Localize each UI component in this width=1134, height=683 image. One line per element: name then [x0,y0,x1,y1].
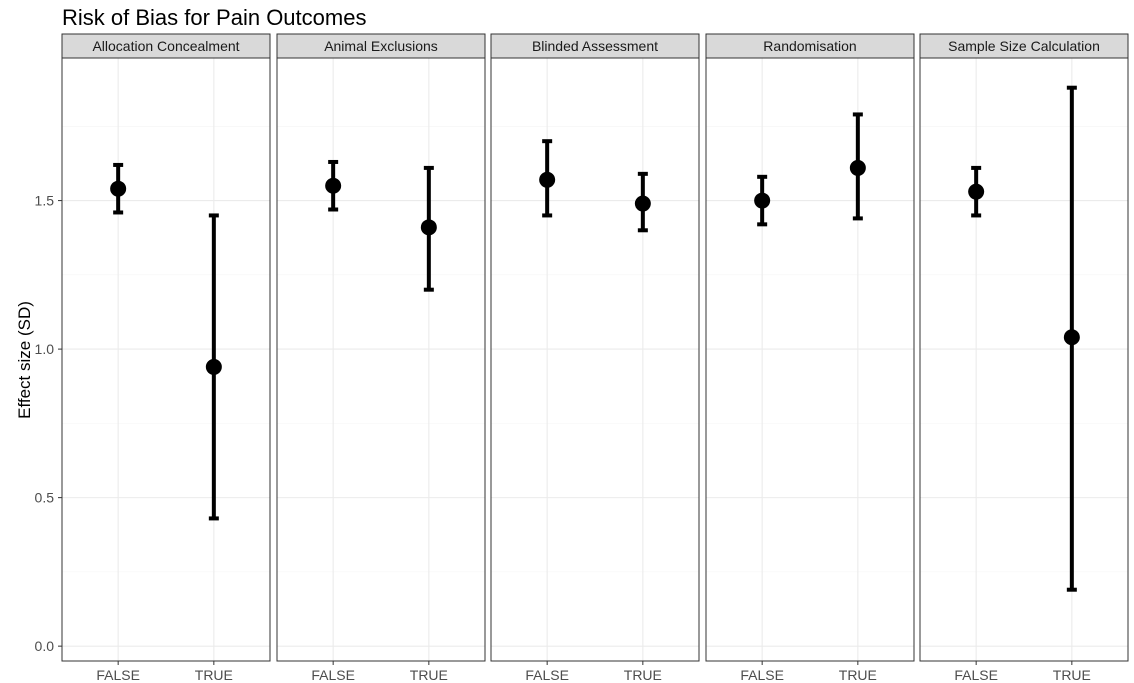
data-point [1063,329,1080,346]
data-point [539,171,556,188]
data-point [849,159,866,176]
data-point [634,195,651,212]
data-point [968,183,985,200]
x-tick-label: FALSE [740,667,784,683]
facet-strip [919,33,1129,59]
y-tick-label: 1.5 [35,193,55,209]
x-tick-label: FALSE [525,667,569,683]
facet-strip-label: Sample Size Calculation [948,38,1100,54]
facet-strip [276,33,486,59]
facet-panel: Blinded Assessment FALSE TRUE [490,33,700,683]
data-point [110,180,127,197]
panel-background [62,58,270,661]
facet-strip [705,33,915,59]
x-tick-label: TRUE [410,667,448,683]
panel-background [920,58,1128,661]
x-tick-label: TRUE [195,667,233,683]
x-tick-label: TRUE [624,667,662,683]
data-point [754,192,771,209]
facet-panel: Randomisation FALSE TRUE [705,33,915,683]
x-tick-label: TRUE [839,667,877,683]
chart-title: Risk of Bias for Pain Outcomes [62,5,366,30]
y-tick-label: 0.0 [35,638,55,654]
y-tick-label: 1.0 [35,341,55,357]
panel-background [277,58,485,661]
panel-background [491,58,699,661]
x-tick-label: FALSE [311,667,355,683]
data-point [205,358,222,375]
facet-strip [490,33,700,59]
facet-panel: Sample Size Calculation FALSE TRUE [919,33,1129,683]
facet-strip-label: Randomisation [763,38,856,54]
facet-panel: Allocation Concealment FALSE TRUE [61,33,271,683]
data-point [420,219,437,236]
facet-strip-label: Blinded Assessment [532,38,658,54]
panel-background [706,58,914,661]
facet-panel: Animal Exclusions FALSE TRUE [276,33,486,683]
x-tick-label: TRUE [1053,667,1091,683]
y-axis: 0.0 0.5 1.0 1.5 [35,193,62,654]
data-point [325,177,342,194]
y-tick-label: 0.5 [35,490,55,506]
facet-strip [61,33,271,59]
x-tick-label: FALSE [954,667,998,683]
y-axis-label: Effect size (SD) [15,301,34,419]
facet-strip-label: Allocation Concealment [92,38,239,54]
x-tick-label: FALSE [96,667,140,683]
facet-strip-label: Animal Exclusions [324,38,438,54]
